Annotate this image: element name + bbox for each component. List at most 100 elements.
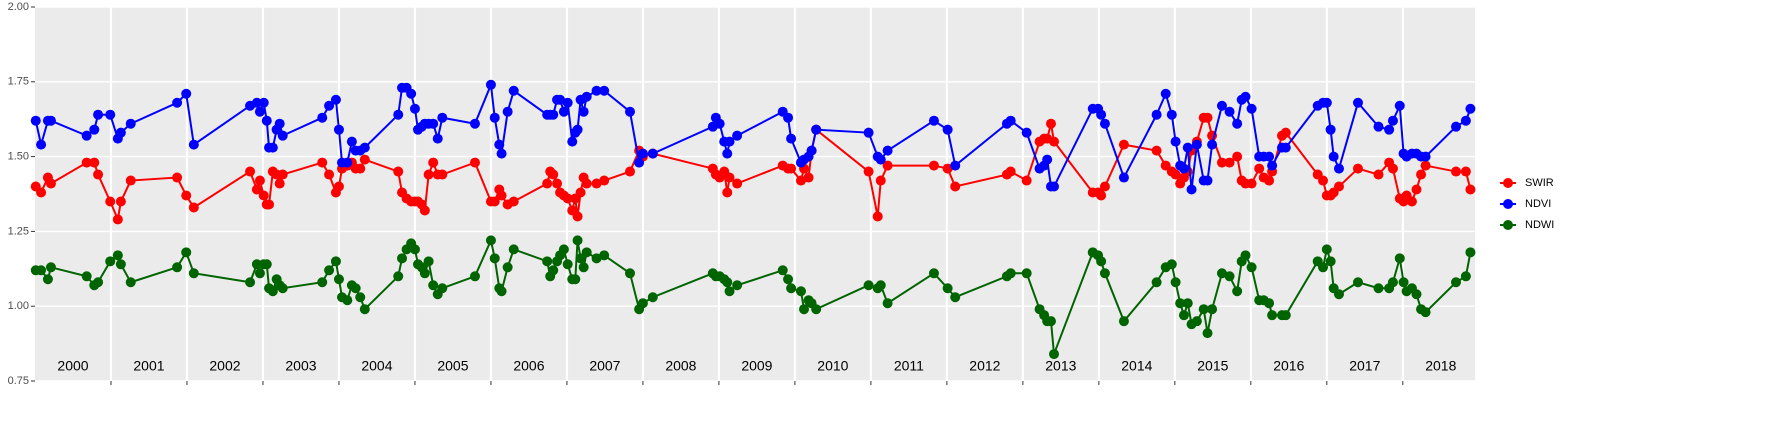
point bbox=[1411, 289, 1422, 300]
point bbox=[42, 274, 53, 285]
point bbox=[558, 244, 569, 255]
point bbox=[599, 85, 610, 96]
point bbox=[928, 115, 939, 126]
point bbox=[89, 124, 100, 135]
point bbox=[496, 190, 507, 201]
point bbox=[1384, 124, 1395, 135]
point bbox=[333, 274, 344, 285]
point bbox=[393, 166, 404, 177]
point bbox=[267, 286, 278, 297]
point bbox=[181, 88, 192, 99]
point bbox=[423, 169, 434, 180]
point bbox=[1246, 178, 1257, 189]
point bbox=[1099, 118, 1110, 129]
point bbox=[1460, 271, 1471, 282]
point bbox=[1318, 175, 1329, 186]
point bbox=[1005, 115, 1016, 126]
point bbox=[863, 280, 874, 291]
year-label: 2006 bbox=[513, 358, 544, 374]
point bbox=[624, 106, 635, 117]
y-tick-label: 1.75 bbox=[8, 76, 29, 88]
point bbox=[30, 115, 41, 126]
point bbox=[489, 196, 500, 207]
point bbox=[1318, 262, 1329, 273]
point bbox=[267, 142, 278, 153]
point bbox=[423, 256, 434, 267]
point bbox=[437, 283, 448, 294]
point bbox=[317, 277, 328, 288]
point bbox=[112, 250, 123, 261]
point bbox=[355, 163, 366, 174]
point bbox=[1202, 175, 1213, 186]
point bbox=[1387, 277, 1398, 288]
y-tick-label: 1.25 bbox=[8, 225, 29, 237]
point bbox=[548, 169, 559, 180]
point bbox=[724, 286, 735, 297]
point bbox=[572, 235, 583, 246]
point bbox=[562, 97, 573, 108]
point bbox=[591, 253, 602, 264]
point bbox=[581, 247, 592, 258]
point bbox=[333, 124, 344, 135]
point bbox=[575, 187, 586, 198]
point bbox=[1373, 169, 1384, 180]
point bbox=[333, 181, 344, 192]
point bbox=[1045, 118, 1056, 129]
point bbox=[950, 181, 961, 192]
point bbox=[548, 265, 559, 276]
point bbox=[508, 196, 519, 207]
point bbox=[795, 286, 806, 297]
point bbox=[1005, 166, 1016, 177]
point bbox=[397, 253, 408, 264]
point bbox=[942, 283, 953, 294]
year-label: 2010 bbox=[817, 358, 848, 374]
point bbox=[1416, 169, 1427, 180]
point bbox=[45, 115, 56, 126]
point bbox=[115, 127, 126, 138]
point bbox=[258, 190, 269, 201]
point bbox=[1166, 109, 1177, 120]
point bbox=[393, 271, 404, 282]
point bbox=[489, 253, 500, 264]
point bbox=[251, 259, 262, 270]
point bbox=[1333, 163, 1344, 174]
point bbox=[330, 94, 341, 105]
y-tick-label: 1.50 bbox=[8, 151, 29, 163]
point bbox=[428, 157, 439, 168]
point bbox=[1280, 142, 1291, 153]
point bbox=[722, 277, 733, 288]
point bbox=[277, 283, 288, 294]
point bbox=[624, 268, 635, 279]
point bbox=[1264, 298, 1275, 309]
point bbox=[251, 184, 262, 195]
point bbox=[1321, 97, 1332, 108]
point bbox=[1170, 277, 1181, 288]
point bbox=[542, 178, 553, 189]
point bbox=[419, 205, 430, 216]
point bbox=[786, 283, 797, 294]
point bbox=[542, 256, 553, 267]
point bbox=[1451, 166, 1462, 177]
point bbox=[872, 211, 883, 222]
point bbox=[1096, 256, 1107, 267]
point bbox=[274, 178, 285, 189]
point bbox=[261, 259, 272, 270]
point bbox=[714, 118, 725, 129]
point bbox=[125, 175, 136, 186]
point bbox=[1021, 268, 1032, 279]
point bbox=[1352, 163, 1363, 174]
point bbox=[1232, 118, 1243, 129]
point bbox=[359, 142, 370, 153]
point bbox=[245, 277, 256, 288]
point bbox=[552, 178, 563, 189]
point bbox=[469, 271, 480, 282]
y-tick-label: 1.00 bbox=[8, 300, 29, 312]
point bbox=[508, 85, 519, 96]
point bbox=[1118, 172, 1129, 183]
point bbox=[1045, 316, 1056, 327]
point bbox=[1328, 151, 1339, 162]
year-label: 2012 bbox=[969, 358, 1000, 374]
point bbox=[1465, 103, 1476, 114]
point bbox=[591, 85, 602, 96]
